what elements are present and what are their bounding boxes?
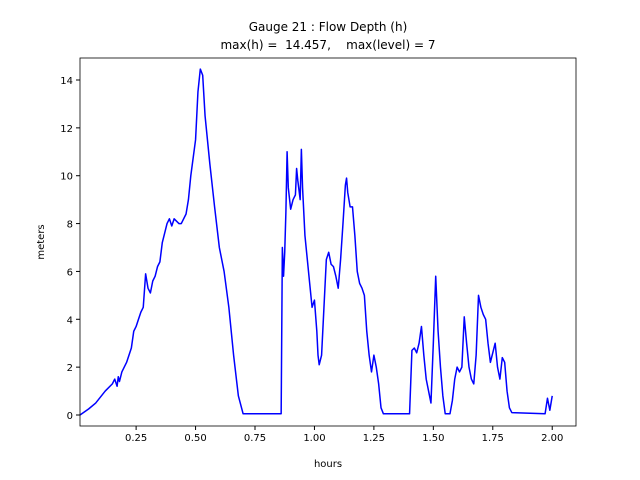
x-tick-label: 1.75 [482,433,504,444]
chart-subtitle: max(h) = 14.457, max(level) = 7 [220,38,435,52]
x-tick-label: 1.00 [303,433,325,444]
y-tick-label: 12 [60,124,73,135]
x-tick-label: 2.00 [541,433,563,444]
x-tick-label: 1.25 [363,433,385,444]
y-tick-label: 0 [67,411,73,422]
data-line [79,68,553,416]
x-tick-label: 1.50 [422,433,444,444]
x-tick-label: 0.50 [184,433,206,444]
y-tick-label: 2 [67,363,73,374]
y-tick-label: 6 [67,267,73,278]
chart-title: Gauge 21 : Flow Depth (h) [249,20,408,34]
y-tick-label: 10 [60,172,73,183]
y-tick-label: 8 [67,220,73,231]
x-axis-label: hours [314,459,342,470]
y-axis-label: meters [36,224,47,259]
axes-frame [79,57,577,427]
y-tick-label: 14 [60,76,73,87]
x-tick-label: 0.75 [244,433,266,444]
x-tick-label: 0.25 [125,433,147,444]
y-tick-label: 4 [67,315,73,326]
